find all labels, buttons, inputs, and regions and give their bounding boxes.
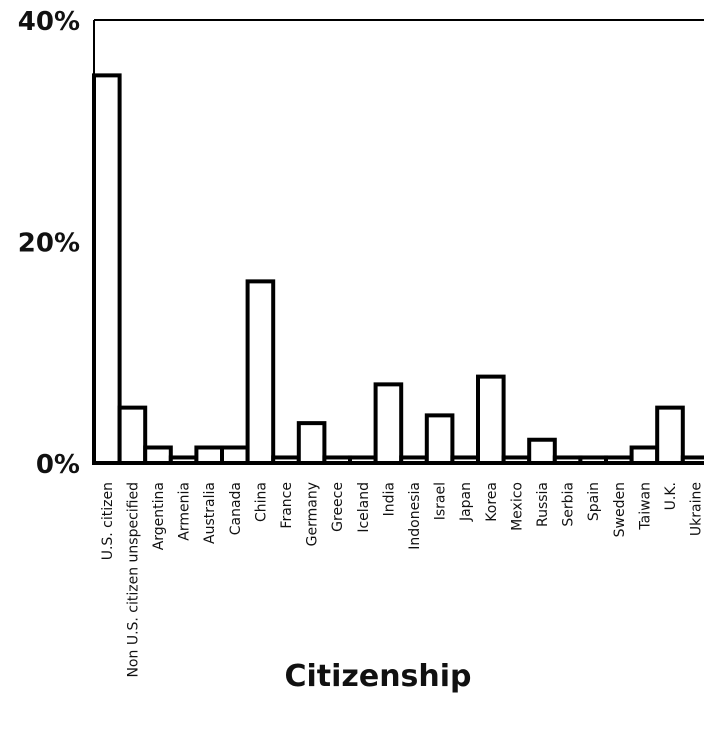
- x-category-label: France: [279, 482, 295, 529]
- y-axis-tick-labels: 0% 20% 40%: [18, 7, 80, 480]
- bar: [424, 413, 455, 466]
- x-category-label: China: [253, 482, 269, 522]
- bar: [194, 445, 224, 465]
- x-category-label: Japan: [458, 482, 474, 522]
- x-category-label: Mexico: [509, 482, 525, 531]
- bar: [373, 382, 404, 465]
- x-category-label: Taiwan: [637, 482, 653, 531]
- x-category-label: Argentina: [151, 482, 167, 550]
- y-tick-label: 40%: [18, 7, 80, 37]
- x-category-label: U.K.: [663, 482, 679, 510]
- y-tick-label: 20%: [18, 229, 80, 259]
- x-axis-title: Citizenship: [284, 659, 471, 694]
- x-category-label: U.S. citizen: [100, 482, 116, 560]
- x-category-label: Spain: [586, 482, 602, 521]
- bars: [92, 73, 704, 466]
- bar: [655, 405, 685, 465]
- bar: [296, 421, 327, 466]
- x-category-label: Israel: [433, 482, 449, 520]
- y-tick-label: 0%: [36, 450, 80, 480]
- x-category-label: Sweden: [612, 482, 628, 537]
- x-category-label: India: [381, 482, 397, 516]
- x-category-label: Ukraine: [689, 482, 704, 536]
- x-category-label: Greece: [330, 482, 346, 532]
- x-category-label: Non U.S. citizen unspecified: [125, 482, 141, 678]
- bar: [92, 73, 122, 465]
- bar: [476, 374, 506, 465]
- x-axis-category-labels: U.S. citizen Non U.S. citizen unspecified…: [100, 482, 704, 678]
- x-category-label: Korea: [484, 482, 500, 522]
- axes: [93, 19, 704, 464]
- x-category-label: Armenia: [177, 482, 193, 541]
- bar: [245, 279, 276, 465]
- x-category-label: Iceland: [356, 482, 372, 533]
- x-category-label: Serbia: [561, 482, 577, 527]
- bar: [629, 445, 660, 465]
- x-category-label: Russia: [535, 482, 551, 527]
- x-category-label: Indonesia: [407, 482, 423, 550]
- x-category-label: Canada: [228, 482, 244, 535]
- x-category-label: Germany: [305, 482, 321, 546]
- bar: [143, 445, 173, 465]
- bar: [527, 437, 557, 465]
- bar: [220, 445, 250, 465]
- x-category-label: Australia: [202, 482, 218, 544]
- bar: [117, 405, 148, 465]
